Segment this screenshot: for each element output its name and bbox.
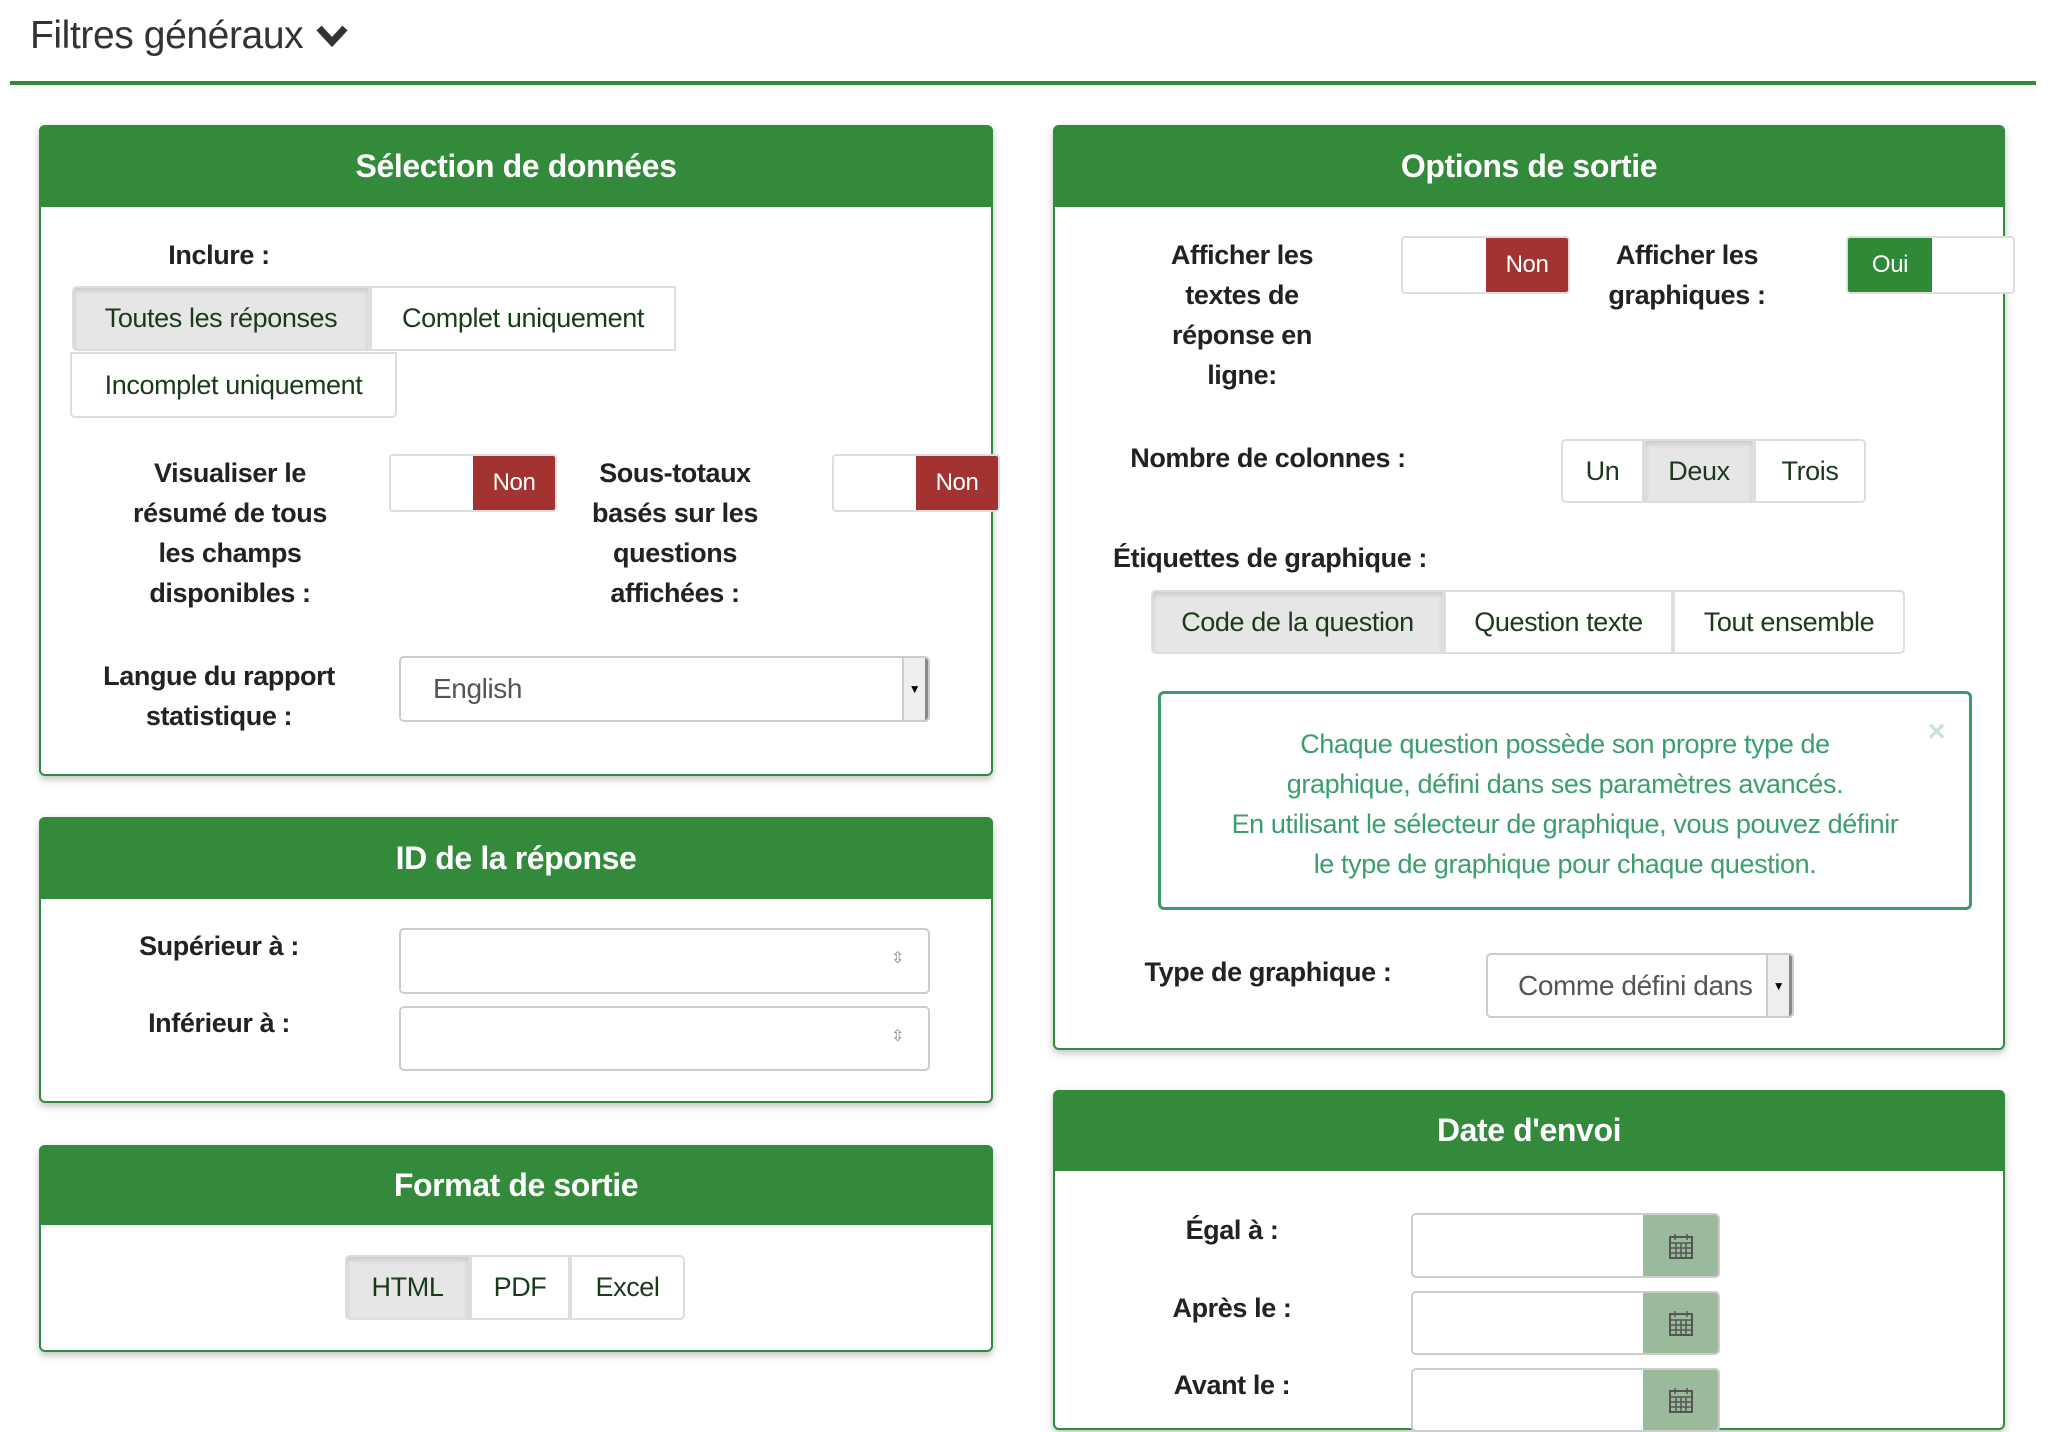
summary-label: Visualiser le résumé de tous les champs … <box>133 458 327 608</box>
output-format-panel: Format de sortie <box>39 1145 993 1352</box>
before-date-label: Avant le : <box>1173 1370 1291 1400</box>
panel-title: Format de sortie <box>39 1145 993 1225</box>
equal-date-input[interactable] <box>1411 1213 1720 1278</box>
close-icon[interactable]: × <box>1927 715 1946 748</box>
subtotals-toggle[interactable]: Non <box>832 454 1000 512</box>
panel-title: ID de la réponse <box>39 817 993 899</box>
columns-one-button[interactable]: Un <box>1561 439 1644 503</box>
label-question-text-button[interactable]: Question texte <box>1444 590 1673 654</box>
format-html-button[interactable]: HTML <box>345 1255 470 1320</box>
language-select[interactable]: English ▼ <box>399 656 930 722</box>
calendar-icon[interactable] <box>1643 1215 1718 1276</box>
toggle-off-label: Non <box>1486 238 1568 292</box>
columns-two-button[interactable]: Deux <box>1644 439 1754 503</box>
inline-text-label: Afficher les textes de réponse en ligne: <box>1170 240 1314 390</box>
after-date-input[interactable] <box>1411 1291 1720 1355</box>
show-graphs-label: Afficher les graphiques : <box>1608 240 1766 310</box>
dropdown-arrow-icon: ▼ <box>902 658 928 720</box>
graph-labels-label: Étiquettes de graphique : <box>1113 543 1428 573</box>
equal-date-label: Égal à : <box>1185 1215 1279 1245</box>
chart-type-label: Type de graphique : <box>1144 957 1392 987</box>
chart-type-value: Comme défini dans <box>1518 969 1753 1001</box>
greater-than-label: Supérieur à : <box>139 931 299 961</box>
chart-info-alert: Chaque question possède son propre type … <box>1158 691 1972 910</box>
less-than-input[interactable]: ⇳ <box>399 1006 930 1071</box>
include-incomplete-button[interactable]: Incomplet uniquement <box>70 352 397 418</box>
panel-title: Options de sortie <box>1053 125 2005 207</box>
summary-toggle[interactable]: Non <box>389 454 557 512</box>
language-value: English <box>433 673 523 704</box>
include-all-button[interactable]: Toutes les réponses <box>72 286 370 351</box>
toggle-off-label: Non <box>473 456 555 510</box>
columns-three-button[interactable]: Trois <box>1754 439 1866 503</box>
greater-than-input[interactable]: ⇳ <box>399 928 930 994</box>
spinner-icon[interactable]: ⇳ <box>890 1028 904 1045</box>
label-code-button[interactable]: Code de la question <box>1151 590 1444 654</box>
alert-line: En utilisant le sélecteur de graphique, … <box>1231 809 1899 839</box>
alert-line: graphique, défini dans ses paramètres av… <box>1286 769 1844 799</box>
dropdown-arrow-icon: ▼ <box>1766 955 1792 1016</box>
toggle-on-label: Oui <box>1848 238 1932 292</box>
subtotals-label: Sous-totaux basés sur les questions affi… <box>592 458 758 608</box>
header-divider <box>10 81 2036 85</box>
before-date-input[interactable] <box>1411 1368 1720 1432</box>
chevron-down-icon <box>316 25 348 48</box>
inline-text-toggle[interactable]: Non <box>1401 236 1570 294</box>
format-excel-button[interactable]: Excel <box>570 1255 685 1320</box>
calendar-icon[interactable] <box>1643 1293 1718 1353</box>
language-label: Langue du rapport statistique : <box>103 661 335 731</box>
after-date-label: Après le : <box>1172 1293 1292 1323</box>
show-graphs-toggle[interactable]: Oui <box>1846 236 2015 294</box>
chart-type-select[interactable]: Comme défini dans ▼ <box>1486 953 1794 1018</box>
spinner-icon[interactable]: ⇳ <box>890 950 904 967</box>
include-label: Inclure : <box>168 240 270 270</box>
panel-title: Sélection de données <box>39 125 993 207</box>
less-than-label: Inférieur à : <box>148 1008 290 1038</box>
alert-line: Chaque question possède son propre type … <box>1300 729 1830 759</box>
general-filters-toggle[interactable]: Filtres généraux <box>30 14 349 58</box>
label-all-button[interactable]: Tout ensemble <box>1673 590 1905 654</box>
format-pdf-button[interactable]: PDF <box>470 1255 570 1320</box>
page-title: Filtres généraux <box>30 14 304 57</box>
toggle-off-label: Non <box>916 456 998 510</box>
alert-line: le type de graphique pour chaque questio… <box>1313 849 1817 879</box>
panel-title: Date d'envoi <box>1053 1090 2005 1171</box>
calendar-icon[interactable] <box>1643 1370 1718 1430</box>
include-complete-button[interactable]: Complet uniquement <box>370 286 676 351</box>
columns-label: Nombre de colonnes : <box>1130 443 1406 473</box>
